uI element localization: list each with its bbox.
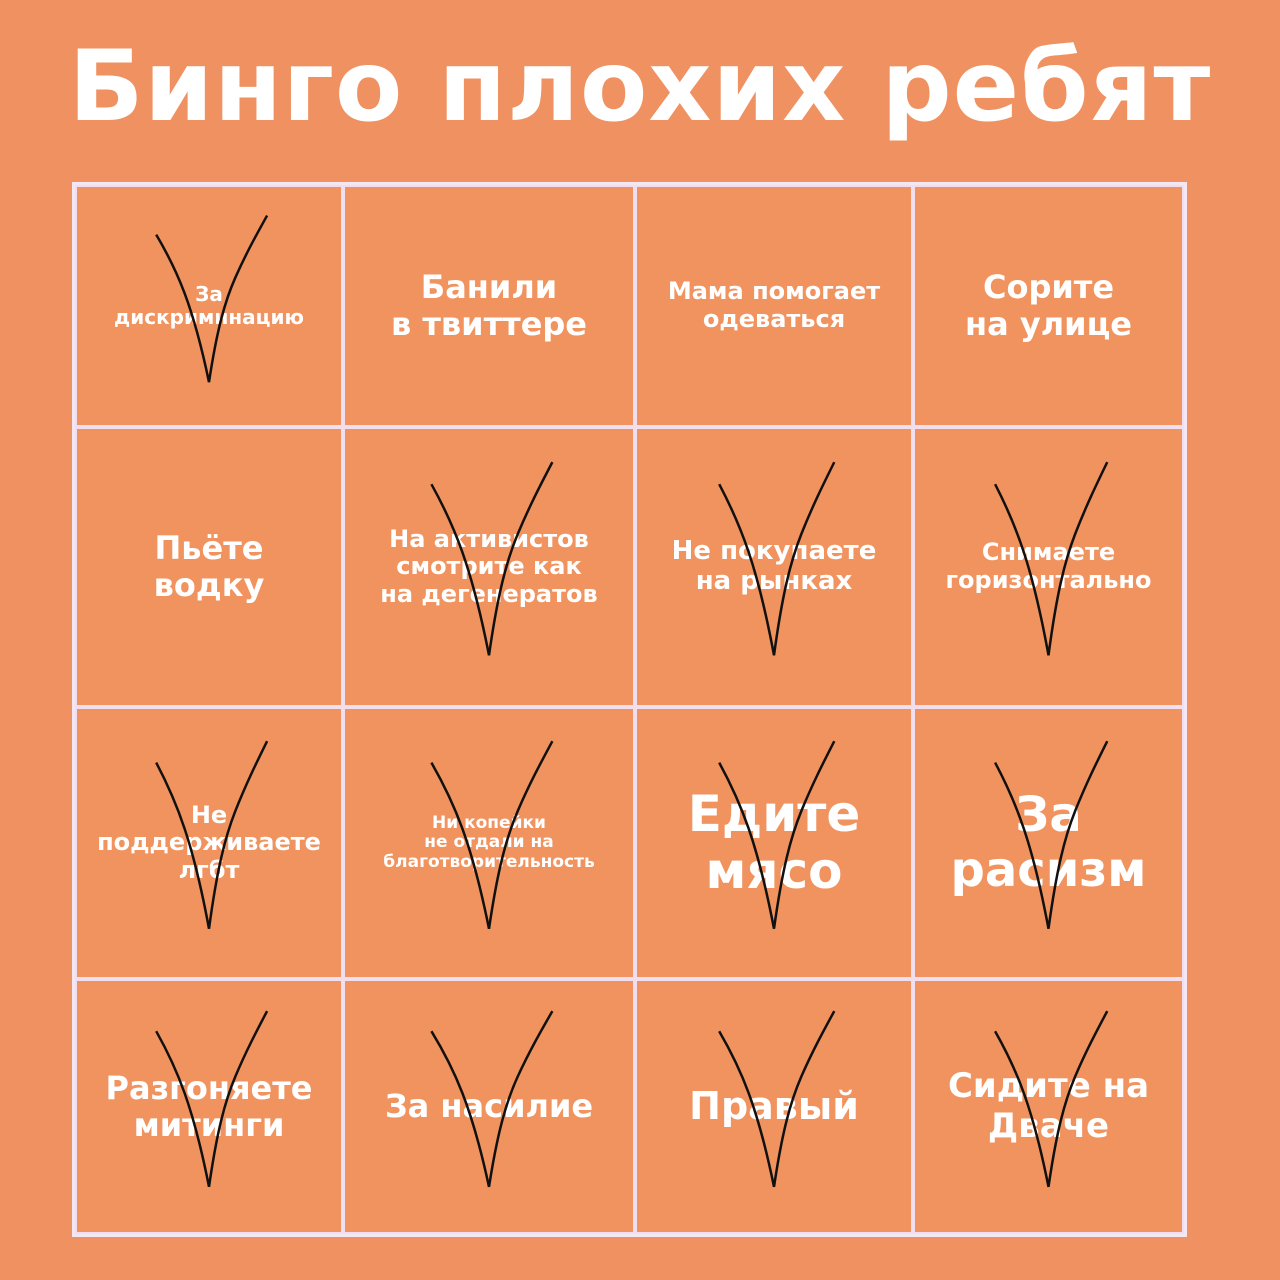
cell-label: За дискриминацию <box>114 282 304 329</box>
bingo-board: За дискриминацию Банили в твиттере Мама по… <box>72 182 1187 1237</box>
bingo-cell[interactable]: Сидите на Дваче <box>913 979 1184 1234</box>
cell-label: На активистов смотрите как на дегенерато… <box>380 524 598 608</box>
cell-label: Банили в твиттере <box>390 268 587 343</box>
cell-label: Правый <box>689 1083 859 1128</box>
cell-label: Сорите на улице <box>965 268 1132 343</box>
bingo-cell[interactable]: Не покупаете на рынках <box>635 427 913 707</box>
bingo-cell[interactable]: Мама помогает одеваться <box>635 185 913 427</box>
bingo-cell[interactable]: Правый <box>635 979 913 1234</box>
page-title: Бинго плохих ребят <box>68 30 1212 144</box>
cell-label: Едите мясо <box>687 784 861 900</box>
cell-label: Ни копейки не отдали на благотворительно… <box>383 812 595 872</box>
cell-label: Снимаете горизонтально <box>945 538 1152 594</box>
bingo-cell[interactable]: Снимаете горизонтально <box>913 427 1184 707</box>
bingo-cell[interactable]: Пьёте водку <box>75 427 343 707</box>
cell-label: Не покупаете на рынках <box>671 536 877 596</box>
bingo-cell[interactable]: Не поддерживаете лгбт <box>75 707 343 979</box>
cell-label: Не поддерживаете лгбт <box>97 800 321 884</box>
bingo-cell[interactable]: За расизм <box>913 707 1184 979</box>
cell-label: Пьёте водку <box>153 529 265 604</box>
bingo-cell[interactable]: Банили в твиттере <box>343 185 635 427</box>
cell-label: Сидите на Дваче <box>947 1066 1150 1146</box>
bingo-cell[interactable]: За насилие <box>343 979 635 1234</box>
bingo-cell[interactable]: Едите мясо <box>635 707 913 979</box>
cell-label: Мама помогает одеваться <box>667 277 881 333</box>
bingo-cell[interactable]: Разгоняете митинги <box>75 979 343 1234</box>
cell-label: Разгоняете митинги <box>105 1068 313 1144</box>
bingo-cell[interactable]: За дискриминацию <box>75 185 343 427</box>
bingo-cell[interactable]: Ни копейки не отдали на благотворительно… <box>343 707 635 979</box>
bingo-cell[interactable]: На активистов смотрите как на дегенерато… <box>343 427 635 707</box>
cell-label: За насилие <box>384 1087 594 1126</box>
bingo-cell[interactable]: Сорите на улице <box>913 185 1184 427</box>
cell-label: За расизм <box>950 786 1147 898</box>
